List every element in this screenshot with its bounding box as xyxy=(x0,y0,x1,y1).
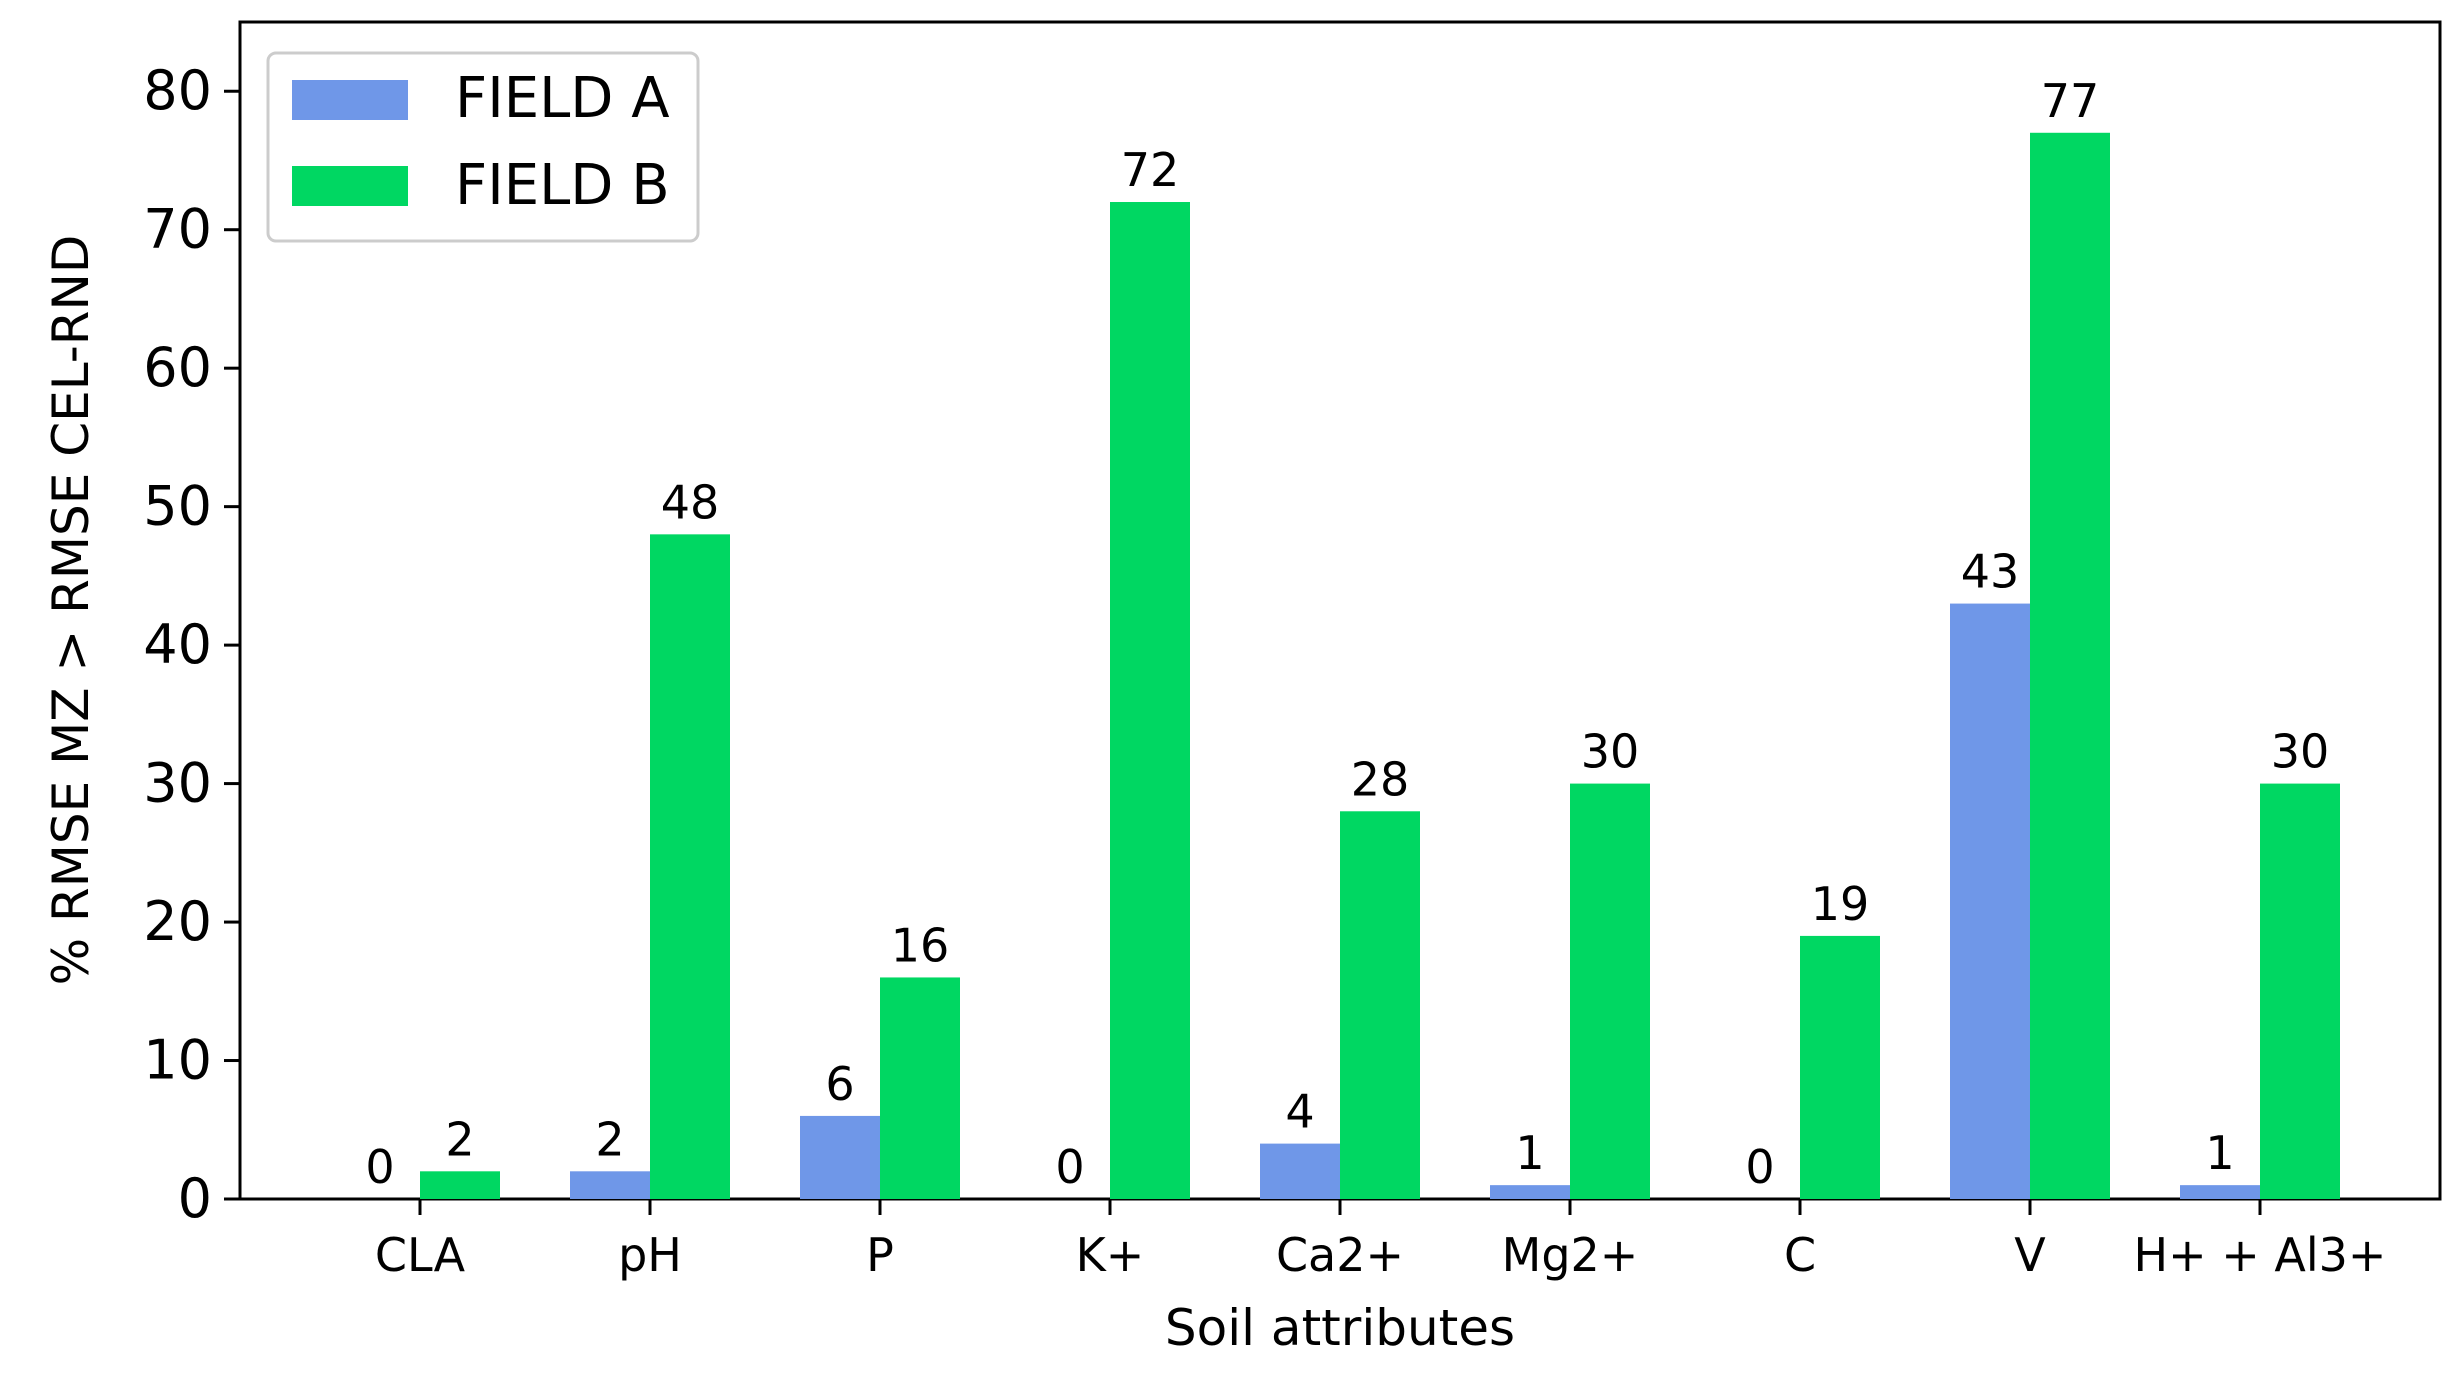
data-label-field-b-v: 77 xyxy=(2041,74,2100,128)
x-axis-label: Soil attributes xyxy=(1165,1299,1515,1357)
data-label-field-b-mg2: 30 xyxy=(1581,725,1640,779)
data-label-field-a-v: 43 xyxy=(1961,545,2020,599)
bar-field-a-p xyxy=(800,1115,880,1199)
x-tick-label-k: K+ xyxy=(1076,1228,1145,1282)
data-label-field-b-p: 16 xyxy=(891,918,950,972)
x-tick-label-c: C xyxy=(1784,1228,1816,1282)
data-label-field-b-ca2: 28 xyxy=(1351,752,1410,806)
bar-field-b-c xyxy=(1800,935,1880,1199)
data-label-field-a-cla: 0 xyxy=(365,1140,394,1194)
y-tick-label: 50 xyxy=(143,475,212,538)
data-label-field-a-c: 0 xyxy=(1745,1140,1774,1194)
bar-field-b-ca2 xyxy=(1340,811,1420,1199)
y-axis: 0 10 20 30 40 50 60 70 80 xyxy=(143,59,240,1230)
bar-field-b-mg2 xyxy=(1570,783,1650,1199)
data-label-field-b-c: 19 xyxy=(1811,877,1870,931)
bar-field-a-mg2 xyxy=(1490,1185,1570,1199)
bar-field-b-cla xyxy=(420,1171,500,1199)
y-tick-label: 0 xyxy=(178,1167,212,1230)
legend-label-field-b: FIELD B xyxy=(455,153,670,218)
bar-field-a-ph xyxy=(570,1171,650,1199)
y-tick-label: 80 xyxy=(143,59,212,122)
legend: FIELD A FIELD B xyxy=(266,51,700,243)
x-tick-label-p: P xyxy=(866,1228,894,1282)
data-label-field-a-ph: 2 xyxy=(595,1112,624,1166)
bar-field-a-ca2 xyxy=(1260,1143,1340,1199)
x-tick-label-v: V xyxy=(2014,1228,2046,1282)
y-tick-label: 20 xyxy=(143,890,212,953)
bars xyxy=(420,132,2340,1199)
y-tick-label: 40 xyxy=(143,613,212,676)
bar-field-b-ph xyxy=(650,534,730,1199)
x-tick-label-h-al3: H+ + Al3+ xyxy=(2134,1228,2387,1282)
data-label-field-a-p: 6 xyxy=(825,1057,854,1111)
y-tick-label: 30 xyxy=(143,752,212,815)
x-tick-label-cla: CLA xyxy=(375,1228,466,1282)
bar-field-a-h-al3 xyxy=(2180,1185,2260,1199)
x-tick-label-mg2: Mg2+ xyxy=(1502,1228,1639,1282)
legend-swatch-field-b xyxy=(292,166,408,206)
data-label-field-a-ca2: 4 xyxy=(1285,1085,1314,1139)
data-label-field-b-cla: 2 xyxy=(445,1112,474,1166)
y-tick-label: 70 xyxy=(143,198,212,261)
legend-label-field-a: FIELD A xyxy=(455,66,670,131)
data-label-field-a-mg2: 1 xyxy=(1515,1126,1544,1180)
data-label-field-a-h-al3: 1 xyxy=(2205,1126,2234,1180)
bar-field-b-v xyxy=(2030,132,2110,1199)
x-tick-label-ph: pH xyxy=(618,1228,682,1282)
bar-field-b-p xyxy=(880,977,960,1199)
data-label-field-b-h-al3: 30 xyxy=(2271,725,2330,779)
y-tick-label: 10 xyxy=(143,1029,212,1092)
x-axis: CLA pH P K+ Ca2+ Mg2+ C V H+ + Al3+ xyxy=(375,1199,2387,1282)
y-axis-label: % RMSE MZ > RMSE CEL-RND xyxy=(42,235,100,986)
y-tick-label: 60 xyxy=(143,336,212,399)
x-tick-label-ca2: Ca2+ xyxy=(1276,1228,1404,1282)
data-label-field-b-k: 72 xyxy=(1121,143,1180,197)
bar-field-b-h-al3 xyxy=(2260,783,2340,1199)
data-label-field-a-k: 0 xyxy=(1055,1140,1084,1194)
legend-swatch-field-a xyxy=(292,80,408,120)
bar-field-a-v xyxy=(1950,603,2030,1199)
bar-field-b-k xyxy=(1110,202,1190,1199)
data-label-field-b-ph: 48 xyxy=(661,475,720,529)
